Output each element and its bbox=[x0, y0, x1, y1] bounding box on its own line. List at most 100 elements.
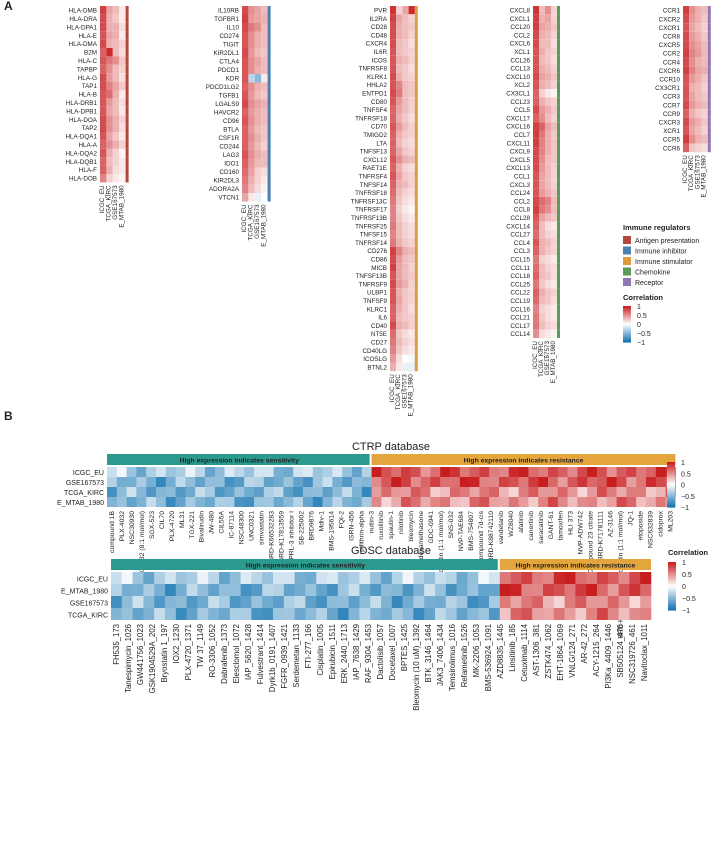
ctrp-heat-cell bbox=[401, 467, 412, 477]
row-label: PDCD1 bbox=[218, 67, 240, 74]
heat-cell bbox=[701, 109, 708, 118]
gdsc-title: GDSC database bbox=[351, 545, 431, 557]
column-label: TCGA_KIRC bbox=[688, 155, 695, 191]
ctrp-heat-cell bbox=[293, 477, 304, 487]
heat-cell bbox=[119, 115, 126, 124]
heat-cell bbox=[242, 14, 249, 23]
heat-cell bbox=[390, 288, 397, 297]
category-bar bbox=[125, 157, 129, 166]
row-label: HLA-DRB1 bbox=[66, 100, 98, 107]
heat-cell bbox=[261, 74, 268, 83]
heat-cell bbox=[248, 31, 255, 40]
gdsc-heat-cell bbox=[316, 596, 328, 608]
heat-cell bbox=[551, 22, 557, 31]
ctrp-colorbar-segment bbox=[667, 501, 675, 504]
gdsc-row-label: TCGA_KIRC bbox=[68, 612, 108, 619]
gdsc-colorbar-title: Correlation bbox=[668, 548, 708, 557]
heat-cell bbox=[545, 221, 551, 231]
heat-cell bbox=[545, 6, 551, 15]
heat-cell bbox=[100, 123, 107, 132]
gdsc-heat-cell bbox=[413, 584, 425, 596]
gdsc-heat-cell bbox=[499, 584, 511, 596]
heat-cell bbox=[683, 40, 690, 49]
gdsc-heat-cell bbox=[381, 572, 393, 584]
category-bar bbox=[557, 147, 560, 156]
heat-cell bbox=[242, 6, 249, 15]
row-label: CCL2 bbox=[514, 198, 531, 205]
ctrp-heat-cell bbox=[420, 487, 431, 497]
row-label: CXCR3 bbox=[659, 120, 681, 127]
heat-cell bbox=[408, 238, 415, 247]
heat-cell bbox=[533, 172, 539, 181]
heat-cell bbox=[100, 73, 107, 82]
gdsc-heat-cell bbox=[478, 608, 490, 620]
ctrp-column-label: Mdiv-1 bbox=[318, 511, 325, 532]
ctrp-heat-cell bbox=[557, 477, 568, 487]
heat-cell bbox=[545, 255, 551, 264]
gdsc-heat-cell bbox=[607, 584, 619, 596]
heat-cell bbox=[390, 97, 397, 106]
row-label: CCR5 bbox=[663, 137, 681, 144]
ctrp-heat-cell bbox=[606, 467, 617, 477]
gdsc-colorbar-segment bbox=[668, 604, 676, 606]
ctrp-heat-cell bbox=[293, 467, 304, 477]
category-bar bbox=[414, 205, 418, 214]
heat-cell bbox=[683, 83, 690, 92]
heat-cell bbox=[106, 22, 113, 32]
ctrp-heat-cell bbox=[440, 477, 451, 487]
ctrp-heat-cell bbox=[626, 497, 637, 507]
heat-cell bbox=[254, 133, 262, 142]
gdsc-heat-cell bbox=[305, 596, 317, 608]
gdsc-colorbar-tick: −1 bbox=[682, 608, 690, 615]
ctrp-heat-cell bbox=[332, 487, 343, 497]
heat-cell bbox=[683, 14, 690, 24]
heat-cell bbox=[242, 74, 249, 83]
row-label: CCL27 bbox=[510, 232, 530, 239]
row-label: CXCL13 bbox=[506, 165, 530, 172]
category-bar bbox=[557, 138, 560, 148]
ctrp-heat-cell bbox=[107, 497, 118, 507]
heat-cell bbox=[390, 338, 397, 347]
category-bar bbox=[414, 113, 418, 123]
heat-cell bbox=[390, 163, 397, 172]
heat-cell bbox=[533, 122, 539, 131]
ctrp-heat-cell bbox=[391, 497, 402, 507]
ctrp-heat-cell bbox=[430, 487, 441, 497]
category-bar bbox=[414, 196, 418, 206]
ctrp-column-label: dexamethasone bbox=[418, 511, 425, 560]
gdsc-heat-cell bbox=[435, 572, 447, 584]
a-colorbar-segment bbox=[623, 313, 631, 315]
heat-cell bbox=[402, 188, 409, 197]
gdsc-heat-cell bbox=[575, 584, 587, 596]
ctrp-colorbar-segment bbox=[667, 493, 675, 496]
heat-cell bbox=[545, 113, 551, 123]
a-colorbar-segment bbox=[623, 316, 631, 319]
gdsc-heat-cell bbox=[629, 596, 641, 608]
ctrp-column-label: UNC0321 bbox=[249, 511, 256, 541]
gdsc-colorbar-segment bbox=[668, 568, 676, 570]
gdsc-heat-cell bbox=[478, 572, 490, 584]
gdsc-heat-cell bbox=[327, 584, 339, 596]
heat-cell bbox=[396, 105, 403, 114]
gdsc-heat-cell bbox=[337, 572, 349, 584]
ctrp-heat-cell bbox=[597, 487, 608, 497]
heat-cell bbox=[533, 271, 539, 280]
row-label: CCR2 bbox=[663, 51, 681, 58]
heat-cell bbox=[248, 82, 255, 91]
a-colorbar-segment bbox=[623, 309, 631, 312]
heat-cell bbox=[390, 14, 397, 23]
gdsc-heat-cell bbox=[445, 608, 457, 620]
row-label: ADORA2A bbox=[209, 186, 240, 193]
gdsc-heat-cell bbox=[121, 596, 133, 608]
ctrp-heat-cell bbox=[626, 467, 637, 477]
ctrp-column-label: JQ-1 bbox=[628, 511, 635, 526]
heat-cell bbox=[261, 116, 268, 125]
gdsc-heat-cell bbox=[575, 596, 587, 608]
heat-cell bbox=[261, 23, 268, 32]
row-label: HLA-B bbox=[78, 92, 97, 99]
row-label: TNFRSF17 bbox=[355, 207, 387, 214]
heat-cell bbox=[402, 6, 409, 15]
ctrp-column-label: pifithrin-alpha bbox=[358, 511, 365, 552]
ctrp-heat-cell bbox=[391, 467, 402, 477]
